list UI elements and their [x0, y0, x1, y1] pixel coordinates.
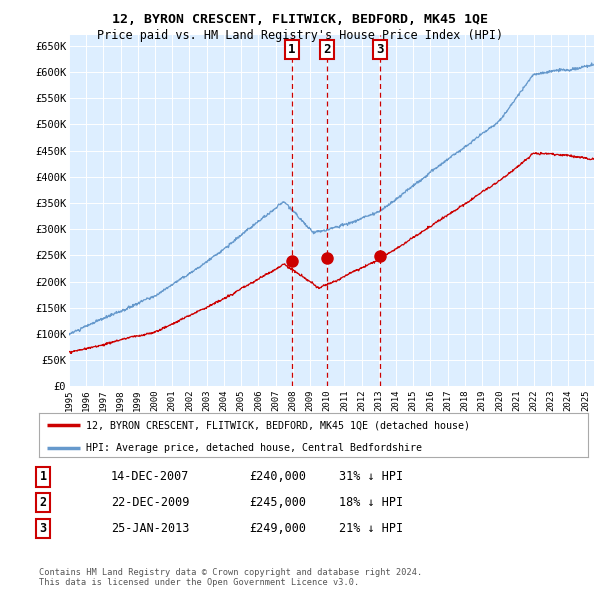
Text: 2: 2: [323, 43, 331, 56]
Text: Contains HM Land Registry data © Crown copyright and database right 2024.: Contains HM Land Registry data © Crown c…: [39, 568, 422, 577]
Text: 12, BYRON CRESCENT, FLITWICK, BEDFORD, MK45 1QE (detached house): 12, BYRON CRESCENT, FLITWICK, BEDFORD, M…: [86, 421, 470, 430]
Text: 2: 2: [40, 496, 47, 509]
Text: This data is licensed under the Open Government Licence v3.0.: This data is licensed under the Open Gov…: [39, 578, 359, 587]
Text: 1: 1: [40, 470, 47, 483]
Text: 25-JAN-2013: 25-JAN-2013: [111, 522, 190, 535]
Text: 3: 3: [40, 522, 47, 535]
Text: 22-DEC-2009: 22-DEC-2009: [111, 496, 190, 509]
Text: 1: 1: [289, 43, 296, 56]
Text: £240,000: £240,000: [249, 470, 306, 483]
Text: 31% ↓ HPI: 31% ↓ HPI: [339, 470, 403, 483]
Text: 18% ↓ HPI: 18% ↓ HPI: [339, 496, 403, 509]
Text: 14-DEC-2007: 14-DEC-2007: [111, 470, 190, 483]
Text: 12, BYRON CRESCENT, FLITWICK, BEDFORD, MK45 1QE: 12, BYRON CRESCENT, FLITWICK, BEDFORD, M…: [112, 13, 488, 26]
Text: £245,000: £245,000: [249, 496, 306, 509]
Text: £249,000: £249,000: [249, 522, 306, 535]
Text: 3: 3: [376, 43, 384, 56]
Text: HPI: Average price, detached house, Central Bedfordshire: HPI: Average price, detached house, Cent…: [86, 442, 422, 453]
Text: Price paid vs. HM Land Registry's House Price Index (HPI): Price paid vs. HM Land Registry's House …: [97, 30, 503, 42]
Text: 21% ↓ HPI: 21% ↓ HPI: [339, 522, 403, 535]
